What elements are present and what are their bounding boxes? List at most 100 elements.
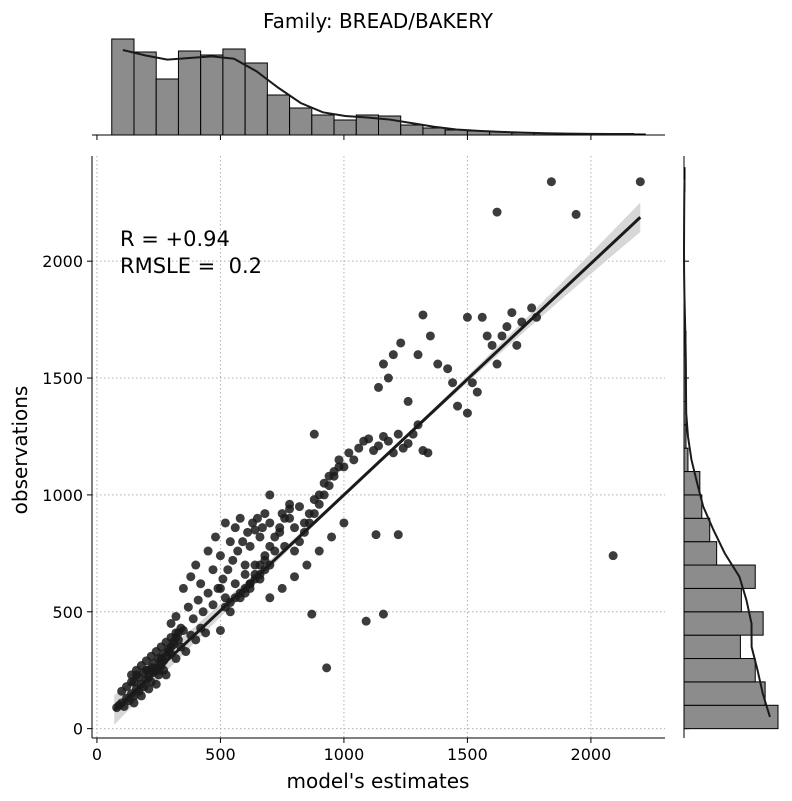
data-point [462,312,472,322]
data-point [294,502,304,512]
data-point [302,560,312,570]
x-axis-label: model's estimates [287,769,470,793]
data-point [396,338,406,348]
top-hist-bar [177,50,202,136]
data-point [413,350,423,360]
scatter-plot-area: 0 500 1000 1500 2000 0 500 1000 1500 2000 [42,156,665,764]
data-point [418,310,428,320]
data-point [290,546,300,556]
data-point [423,448,433,458]
top-hist-bar [222,48,246,136]
data-point [371,530,381,540]
data-point [393,429,403,439]
right-hist-bar [683,517,711,543]
data-point [635,177,645,187]
data-point [210,532,220,542]
top-hist-bar [311,114,335,136]
data-point [354,443,364,453]
data-point [290,523,300,533]
data-point [527,303,537,313]
data-point [186,572,196,582]
top-hist-kde [122,49,635,135]
data-point [324,481,334,491]
data-point [225,537,235,547]
data-point [383,373,393,383]
data-point [502,322,512,332]
data-point [191,560,201,570]
data-point [144,684,154,694]
data-point [277,583,287,593]
data-point [178,583,188,593]
data-point [233,546,243,556]
data-point [487,340,497,350]
data-point [228,555,238,565]
data-point [361,616,371,626]
data-point [309,509,319,519]
x-tick-label: 0 [92,745,102,764]
data-point [252,513,262,523]
right-hist-bar [683,704,779,730]
data-point [240,569,250,579]
y-axis-label: observations [8,386,32,515]
regression-line [113,216,642,712]
data-point [196,579,206,589]
data-point [433,359,443,369]
data-point [223,565,233,575]
y-tick-label: 1000 [42,486,83,505]
data-point [238,537,248,547]
data-point [218,574,228,584]
data-point [388,350,398,360]
data-point [265,518,275,528]
right-marginal-histogram [682,156,779,738]
data-point [507,308,517,318]
data-point [608,551,618,561]
data-point [280,513,290,523]
data-point [334,455,344,465]
data-point [188,614,198,624]
right-hist-kde [682,179,771,718]
x-tick-label: 2000 [571,745,612,764]
data-point [161,670,171,680]
data-point [364,434,374,444]
y-tick-label: 1500 [42,369,83,388]
data-point [208,600,218,610]
right-hist-bar [683,494,703,519]
data-point [230,523,240,533]
data-point [374,382,383,392]
annotation-r: R = +0.94 [120,227,230,251]
y-tick-label: 500 [52,603,83,622]
data-point [265,593,275,603]
x-tick-label: 1500 [447,745,488,764]
regression-line-path [113,216,642,712]
top-hist-bar [133,51,157,136]
top-hist-bar [111,38,135,136]
data-point [327,532,337,542]
data-point [203,588,213,598]
scatter-points [112,177,645,713]
top-hist-bar [155,78,179,136]
top-hist-bar [333,119,357,136]
data-point [270,532,280,542]
data-point [193,595,203,605]
data-point [203,546,213,556]
data-point [201,628,211,638]
data-point [243,527,253,537]
top-hist-bar [289,107,313,136]
axes [87,156,665,743]
data-point [240,560,250,570]
data-point [378,609,388,619]
data-point [512,340,522,350]
data-point [334,462,344,472]
data-point [265,490,275,500]
data-point [181,647,191,657]
data-point [307,609,317,619]
data-point [403,396,413,406]
data-point [314,499,324,509]
data-point [448,378,458,388]
data-point [290,572,300,582]
data-point [467,378,477,388]
data-point [349,455,359,465]
data-point [482,331,492,341]
data-point [275,523,285,533]
y-tick-label: 0 [73,720,83,739]
